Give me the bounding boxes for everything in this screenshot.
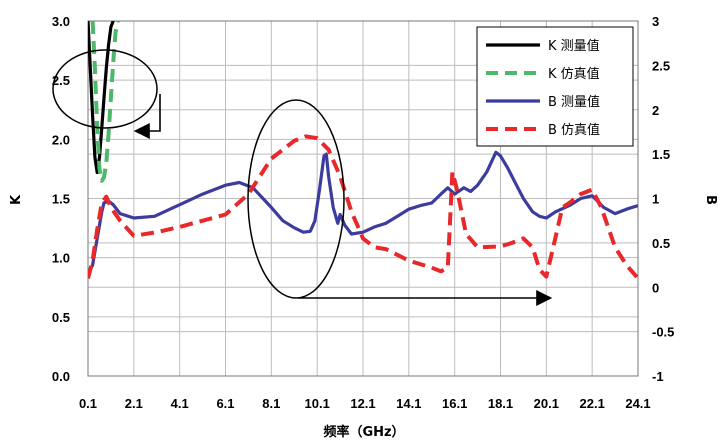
legend-label: K 仿真值 xyxy=(548,66,600,82)
x-tick-label: 18.1 xyxy=(488,396,513,411)
legend-label: K 测量值 xyxy=(548,38,600,54)
annotation-ellipse-k xyxy=(52,49,158,129)
y-left-tick-label: 0.0 xyxy=(52,369,70,384)
y-right-tick-label: -0.5 xyxy=(652,325,674,340)
x-tick-label: 8.1 xyxy=(262,396,280,411)
series-layer xyxy=(88,21,638,280)
annotation-ellipse-b xyxy=(247,99,345,299)
y-right-tick-label: 0 xyxy=(652,280,659,295)
y-left-tick-label: 2.5 xyxy=(52,73,70,88)
series-line-3 xyxy=(88,150,638,275)
x-tick-label: 12.1 xyxy=(350,396,375,411)
y-left-tick-label: 1.0 xyxy=(52,251,70,266)
x-tick-label: 24.1 xyxy=(625,396,650,411)
series-line-4 xyxy=(88,134,638,280)
y-right-tick-label: 1.5 xyxy=(652,147,670,162)
x-tick-label: 20.1 xyxy=(534,396,559,411)
y-right-tick-label: 2 xyxy=(652,103,659,118)
y-left-tick-label: 1.5 xyxy=(52,192,70,207)
y-right-tick-label: 2.5 xyxy=(652,58,670,73)
y-right-tick-label: 1 xyxy=(652,192,659,207)
y-left-tick-label: 3.0 xyxy=(52,14,70,29)
series-line-2 xyxy=(90,21,120,183)
legend-label: B 仿真值 xyxy=(548,122,600,138)
x-tick-label: 10.1 xyxy=(305,396,330,411)
y-left-tick-label: 2.0 xyxy=(52,132,70,147)
y-axis-left-title: K xyxy=(9,194,24,205)
legend-label: B 测量值 xyxy=(548,94,600,110)
x-tick-label: 6.1 xyxy=(216,396,234,411)
y-left-tick-label: 0.5 xyxy=(52,310,70,325)
x-axis-title: 频率（GHz） xyxy=(323,424,404,440)
axes: 0.1 2.1 4.1 6.1 8.1 10.1 12.1 14.1 16.1 18.1 20.1 2… xyxy=(52,14,674,411)
y-axis-right-title: B xyxy=(703,195,718,205)
y-right-tick-label: 0.5 xyxy=(652,236,670,251)
x-tick-label: 16.1 xyxy=(442,396,467,411)
y-right-tick-label: -1 xyxy=(652,369,664,384)
x-tick-label: 4.1 xyxy=(171,396,189,411)
series-line-1 xyxy=(88,21,115,175)
x-tick-label: 22.1 xyxy=(580,396,605,411)
annotation-arrow-left xyxy=(133,94,161,139)
legend: K 测量值 K 仿真值 B 测量值 B 仿真值 xyxy=(476,26,634,147)
y-right-tick-label: 3 xyxy=(652,14,659,29)
plot-frame xyxy=(87,20,639,377)
x-tick-label: 2.1 xyxy=(125,396,143,411)
legend-box xyxy=(476,26,634,147)
x-tick-label: 0.1 xyxy=(79,396,97,411)
x-tick-label: 14.1 xyxy=(396,396,421,411)
